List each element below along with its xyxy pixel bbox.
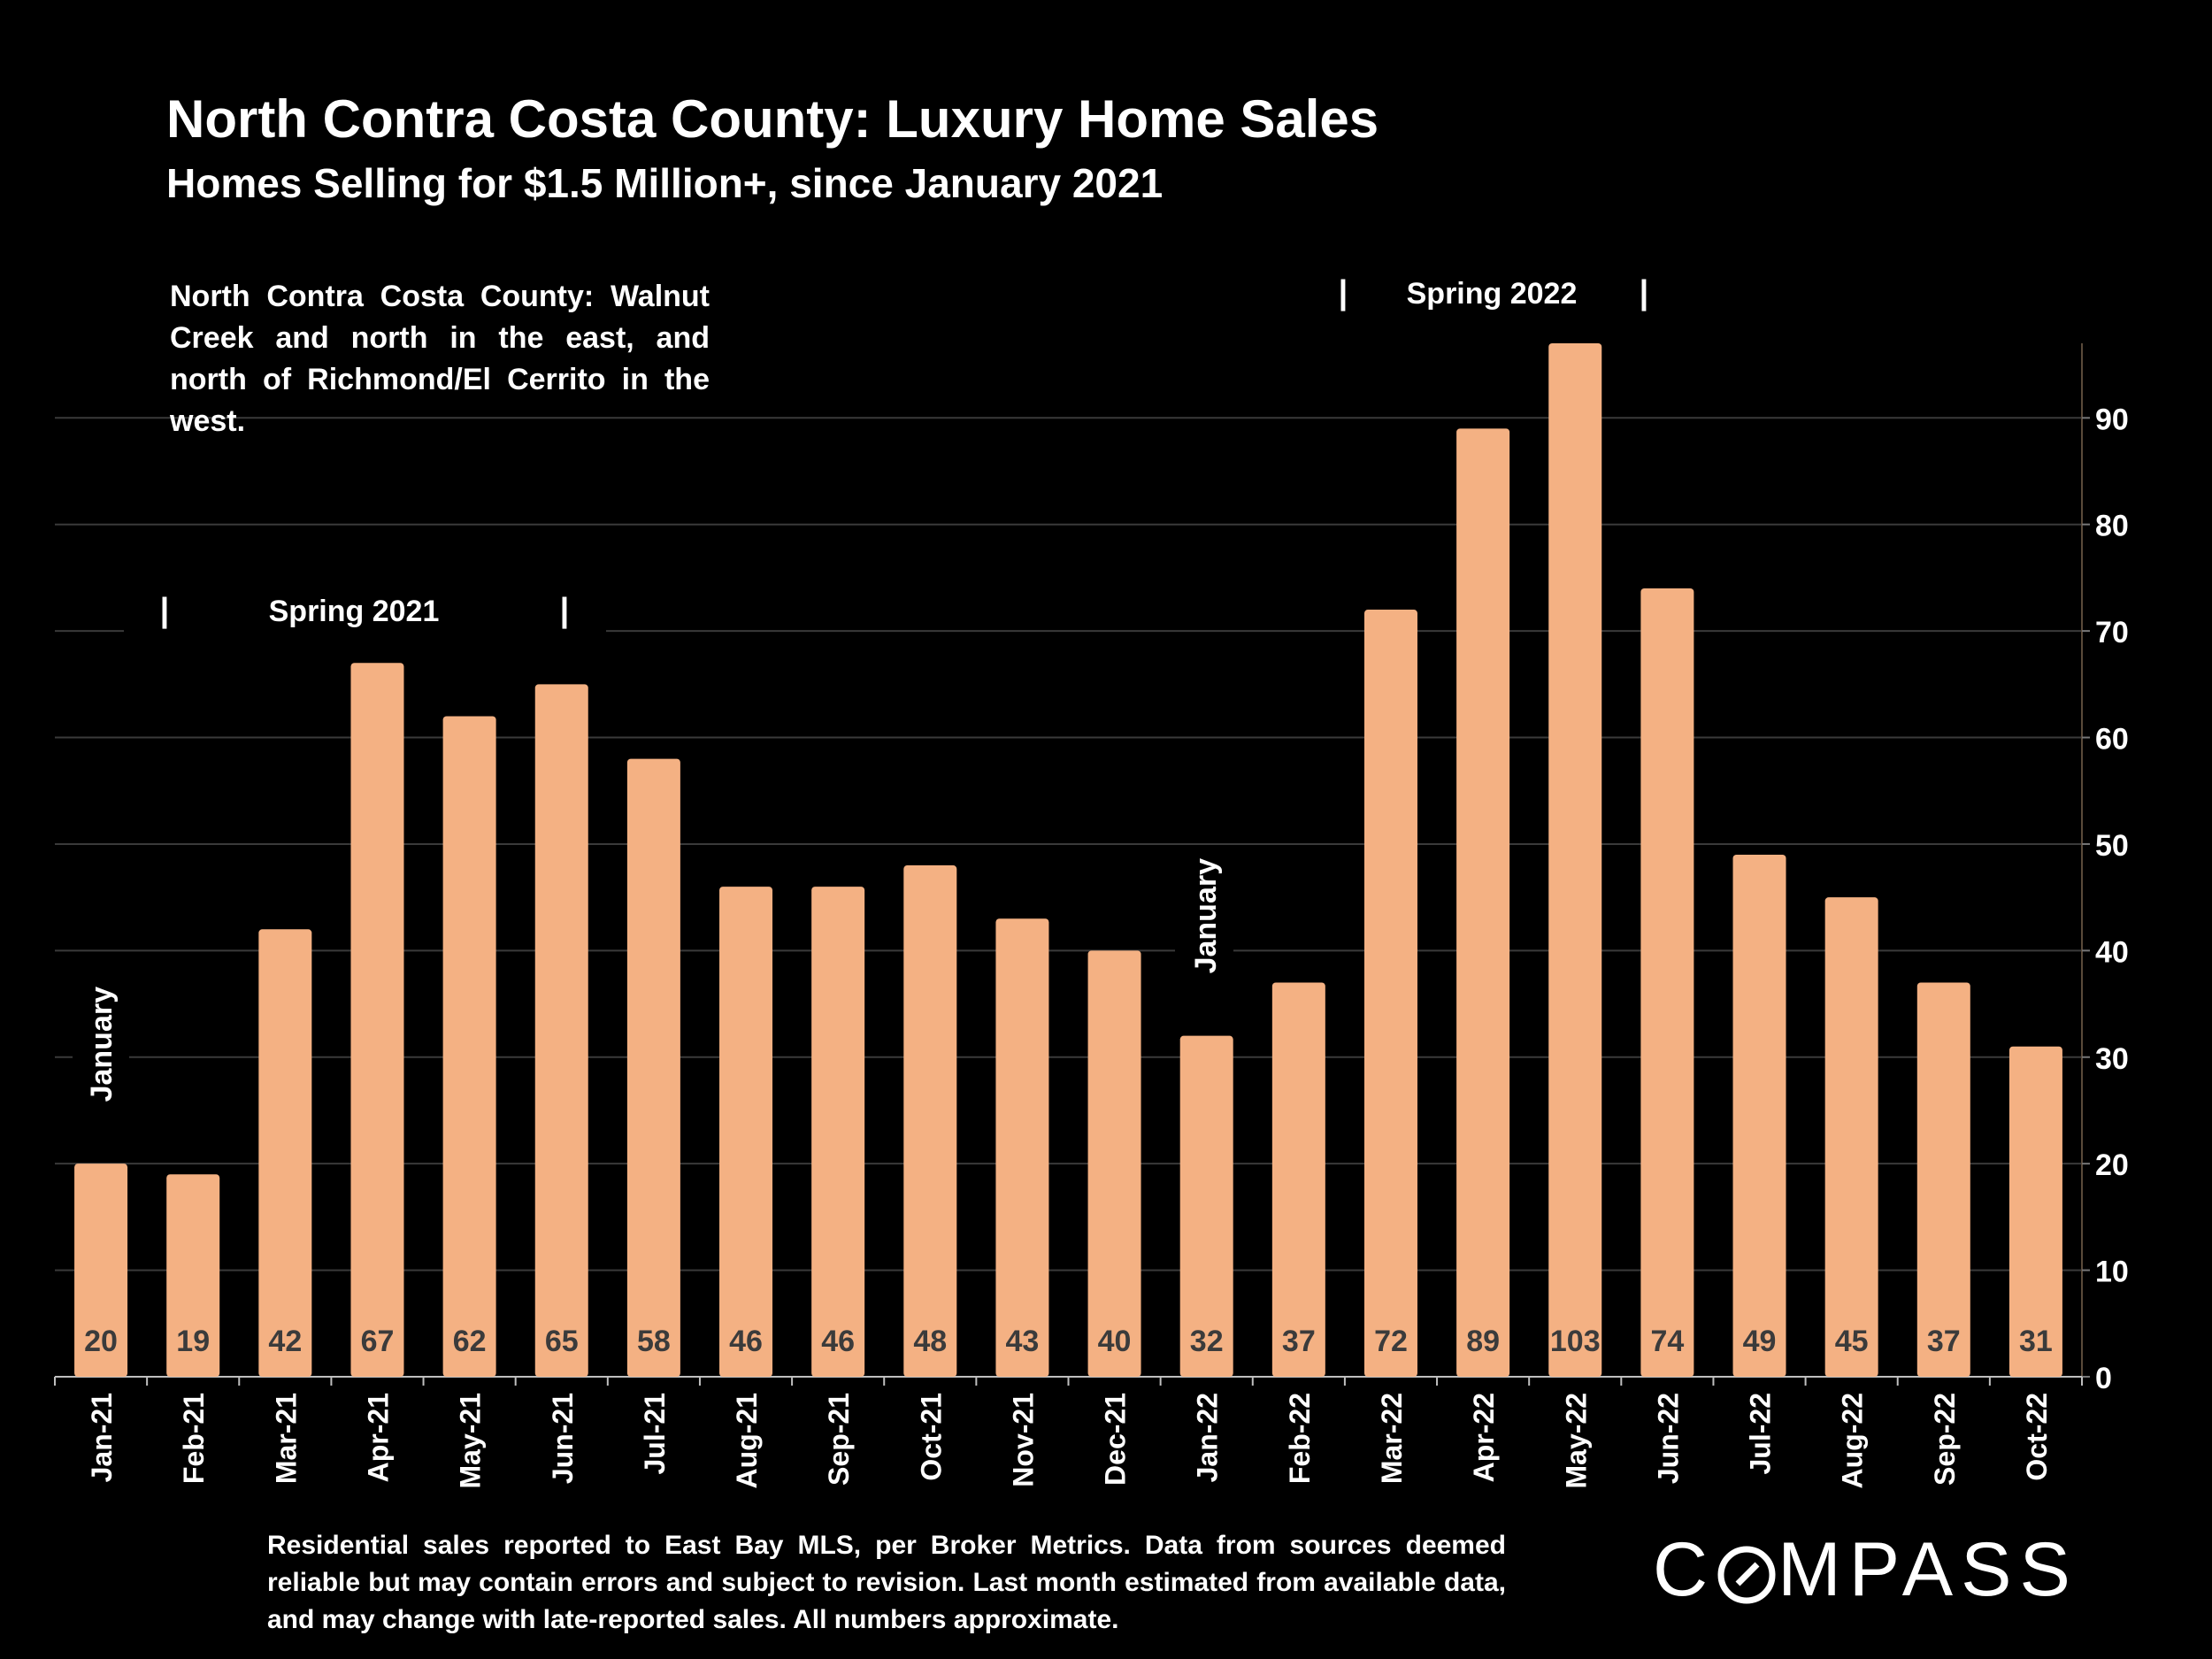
bar xyxy=(811,887,865,1377)
bar xyxy=(1640,588,1694,1377)
y-tick-label: 70 xyxy=(2095,616,2129,649)
data-label: 37 xyxy=(1927,1325,1961,1358)
y-tick-label: 50 xyxy=(2095,829,2129,863)
y-tick-label: 20 xyxy=(2095,1148,2129,1182)
bracket-mark: | xyxy=(160,592,170,629)
data-label: 42 xyxy=(268,1325,302,1358)
bar xyxy=(719,887,773,1377)
x-tick-label: Dec-21 xyxy=(1100,1393,1132,1486)
bar xyxy=(903,865,957,1377)
data-label: 31 xyxy=(2019,1325,2053,1358)
data-label: 103 xyxy=(1550,1325,1601,1358)
data-label: 32 xyxy=(1190,1325,1224,1358)
x-tick-label: Oct-22 xyxy=(2021,1393,2053,1481)
bar xyxy=(1916,982,1970,1377)
bar xyxy=(166,1174,220,1377)
data-label: 67 xyxy=(361,1325,395,1358)
data-label: 40 xyxy=(1098,1325,1132,1358)
bar xyxy=(534,684,588,1377)
data-label: 49 xyxy=(1743,1325,1777,1358)
january-label: January xyxy=(85,987,119,1102)
y-tick-label: 40 xyxy=(2095,935,2129,969)
logo-text-start: C xyxy=(1653,1527,1717,1612)
x-tick-label: Mar-21 xyxy=(270,1393,302,1484)
x-tick-label: Jun-21 xyxy=(547,1393,579,1484)
bracket-mark: | xyxy=(560,592,570,629)
bar xyxy=(74,1164,128,1377)
bar xyxy=(442,716,496,1377)
bar xyxy=(1548,343,1602,1377)
data-label: 46 xyxy=(729,1325,763,1358)
bar xyxy=(1087,950,1141,1377)
x-tick-label: May-21 xyxy=(455,1393,487,1489)
logo-o-mark-icon xyxy=(1717,1546,1776,1604)
data-label: 89 xyxy=(1466,1325,1500,1358)
x-tick-label: Jul-21 xyxy=(639,1393,671,1474)
data-label: 20 xyxy=(84,1325,118,1358)
x-tick-label: Nov-21 xyxy=(1007,1393,1039,1487)
bar xyxy=(995,918,1049,1377)
data-label: 65 xyxy=(545,1325,579,1358)
bar xyxy=(2008,1046,2062,1377)
chart-subtitle: Homes Selling for $1.5 Million+, since J… xyxy=(166,160,1164,206)
source-footnote: Residential sales reported to East Bay M… xyxy=(267,1531,1506,1634)
bar xyxy=(1363,610,1417,1377)
data-label: 58 xyxy=(637,1325,671,1358)
y-tick-label: 90 xyxy=(2095,403,2129,436)
bar xyxy=(1179,1035,1233,1377)
x-tick-label: Sep-22 xyxy=(1929,1393,1961,1486)
data-label: 45 xyxy=(1835,1325,1869,1358)
y-tick-label: 80 xyxy=(2095,510,2129,543)
annotation-backdrop xyxy=(1175,849,1233,984)
data-label: 74 xyxy=(1650,1325,1684,1358)
x-tick-label: May-22 xyxy=(1560,1393,1592,1489)
y-tick-label: 0 xyxy=(2095,1362,2112,1395)
x-tick-label: Aug-22 xyxy=(1837,1393,1869,1488)
annotation-backdrop xyxy=(124,582,606,634)
bar xyxy=(1456,428,1510,1378)
bar xyxy=(258,929,312,1377)
data-label: 72 xyxy=(1374,1325,1408,1358)
x-tick-label: Mar-22 xyxy=(1376,1393,1408,1484)
data-label: 48 xyxy=(913,1325,947,1358)
y-tick-label: 30 xyxy=(2095,1042,2129,1076)
bar xyxy=(1732,854,1786,1377)
bar xyxy=(350,663,404,1377)
x-tick-label: Feb-21 xyxy=(178,1393,210,1484)
data-label: 19 xyxy=(176,1325,210,1358)
y-tick-label: 60 xyxy=(2095,723,2129,757)
y-tick-label: 10 xyxy=(2095,1256,2129,1289)
x-tick-label: Feb-22 xyxy=(1284,1393,1316,1484)
bar xyxy=(1824,897,1878,1377)
logo-text-end: MPASS xyxy=(1778,1527,2078,1612)
data-label: 43 xyxy=(1006,1325,1040,1358)
bar xyxy=(626,758,680,1377)
data-label: 62 xyxy=(453,1325,487,1358)
x-tick-label: Jun-22 xyxy=(1652,1393,1684,1484)
bracket-mark: | xyxy=(1640,274,1649,311)
data-label: 46 xyxy=(821,1325,855,1358)
x-tick-label: Aug-21 xyxy=(731,1393,763,1488)
x-tick-label: Apr-22 xyxy=(1468,1393,1500,1482)
compass-logo: C MPASS xyxy=(1653,1526,2078,1614)
bracket-mark: | xyxy=(1339,274,1348,311)
x-tick-label: Jul-22 xyxy=(1745,1393,1777,1474)
x-tick-label: Apr-21 xyxy=(362,1393,394,1482)
x-tick-label: Jan-22 xyxy=(1192,1393,1224,1482)
x-tick-label: Jan-21 xyxy=(86,1393,118,1482)
x-tick-label: Oct-21 xyxy=(915,1393,947,1481)
bar xyxy=(1271,982,1325,1377)
spring-2021-label: Spring 2021 xyxy=(269,595,440,628)
data-label: 37 xyxy=(1282,1325,1316,1358)
spring-2022-label: Spring 2022 xyxy=(1407,277,1578,311)
chart-title: North Contra Costa County: Luxury Home S… xyxy=(166,89,1379,149)
x-tick-label: Sep-21 xyxy=(823,1393,855,1486)
january-label: January xyxy=(1189,858,1223,973)
region-note: North Contra Costa County: Walnut Creek … xyxy=(170,280,710,438)
annotation-backdrop xyxy=(73,982,129,1125)
